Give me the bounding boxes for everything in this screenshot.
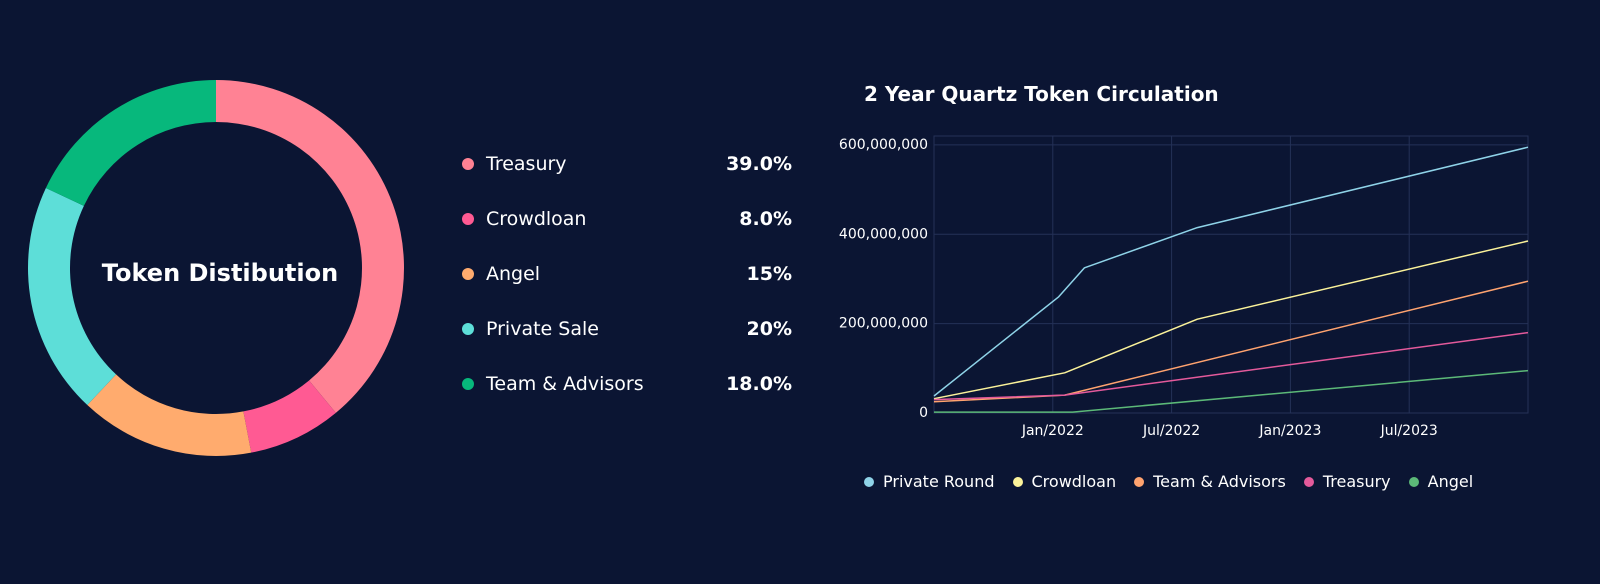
legend-item-crowdloan-series: Crowdloan bbox=[1012, 472, 1117, 491]
x-tick-label: Jul/2022 bbox=[1142, 423, 1200, 439]
plot-frame bbox=[933, 135, 1529, 414]
legend-value-treasury: 39.0% bbox=[726, 152, 792, 175]
donut-slice-treasury bbox=[216, 80, 404, 413]
legend-value-private-sale: 20% bbox=[746, 317, 792, 340]
treasury-dot-icon bbox=[462, 157, 474, 170]
grid-layer bbox=[933, 135, 1529, 414]
legend-label-crowdloan: Crowdloan bbox=[486, 207, 587, 230]
legend-row-private-sale: Private Sale 20% bbox=[462, 301, 792, 356]
y-tick-label: 0 bbox=[919, 405, 928, 421]
token-distribution-legend: Treasury 39.0% Crowdloan 8.0% Angel 15% … bbox=[462, 136, 792, 411]
legend-label-private-round: Private Round bbox=[883, 472, 995, 491]
legend-label-angel-series: Angel bbox=[1427, 472, 1474, 491]
series-line-team-advisors bbox=[933, 280, 1529, 403]
legend-item-team-advisors-series: Team & Advisors bbox=[1134, 472, 1286, 491]
series-line-treasury bbox=[933, 331, 1529, 401]
y-tick-label: 600,000,000 bbox=[839, 137, 928, 153]
series-layer bbox=[933, 146, 1529, 413]
legend-item-private-round: Private Round bbox=[864, 472, 995, 491]
line-chart-title: 2 Year Quartz Token Circulation bbox=[864, 82, 1219, 106]
x-tick-label: Jul/2023 bbox=[1380, 423, 1438, 439]
legend-label-treasury: Treasury bbox=[486, 152, 567, 175]
axis-layer: 0 200,000,000 400,000,000 600,000,000 Jan/20… bbox=[839, 137, 1438, 439]
crowdloan-series-dot-icon bbox=[1012, 476, 1023, 487]
series-line-private-round bbox=[933, 146, 1529, 397]
legend-value-team-advisors: 18.0% bbox=[726, 372, 792, 395]
donut-slice-angel bbox=[87, 374, 252, 457]
legend-label-angel: Angel bbox=[486, 262, 541, 285]
donut-slice-crowdloan bbox=[243, 380, 336, 453]
donut-slice-team-advisors bbox=[45, 79, 216, 206]
legend-item-angel-series: Angel bbox=[1408, 472, 1474, 491]
legend-row-team-advisors: Team & Advisors 18.0% bbox=[462, 356, 792, 411]
legend-label-treasury-series: Treasury bbox=[1322, 472, 1391, 491]
treasury-series-dot-icon bbox=[1303, 476, 1314, 487]
donut-slices bbox=[27, 79, 404, 457]
x-tick-label: Jan/2022 bbox=[1021, 423, 1084, 439]
legend-label-crowdloan-series: Crowdloan bbox=[1031, 472, 1117, 491]
angel-series-dot-icon bbox=[1408, 476, 1419, 487]
private-round-dot-icon bbox=[864, 476, 874, 487]
angel-dot-icon bbox=[462, 267, 474, 280]
series-line-crowdloan bbox=[933, 240, 1529, 400]
token-distribution-donut-chart: Token Distibution bbox=[27, 79, 404, 457]
series-line-angel bbox=[934, 369, 1529, 413]
legend-item-treasury-series: Treasury bbox=[1303, 472, 1391, 491]
legend-row-crowdloan: Crowdloan 8.0% bbox=[462, 191, 792, 246]
y-tick-label: 200,000,000 bbox=[839, 316, 928, 332]
legend-value-angel: 15% bbox=[746, 262, 792, 285]
team-advisors-dot-icon bbox=[462, 377, 474, 390]
token-circulation-line-chart: 0 200,000,000 400,000,000 600,000,000 Jan/20… bbox=[839, 135, 1529, 439]
donut-center-title: Token Distibution bbox=[102, 259, 338, 287]
team-advisors-series-dot-icon bbox=[1134, 476, 1145, 487]
donut-slice-private-sale bbox=[27, 187, 117, 406]
line-chart-legend: Private Round Crowdloan Team & Advisors … bbox=[864, 472, 1491, 491]
legend-label-team-advisors-series: Team & Advisors bbox=[1153, 472, 1286, 491]
legend-label-team-advisors: Team & Advisors bbox=[486, 372, 644, 395]
crowdloan-dot-icon bbox=[462, 212, 474, 225]
legend-row-angel: Angel 15% bbox=[462, 246, 792, 301]
x-tick-label: Jan/2023 bbox=[1258, 423, 1321, 439]
private-sale-dot-icon bbox=[462, 322, 474, 335]
legend-value-crowdloan: 8.0% bbox=[739, 207, 792, 230]
legend-row-treasury: Treasury 39.0% bbox=[462, 136, 792, 191]
legend-label-private-sale: Private Sale bbox=[486, 317, 599, 340]
y-tick-label: 400,000,000 bbox=[839, 226, 928, 242]
